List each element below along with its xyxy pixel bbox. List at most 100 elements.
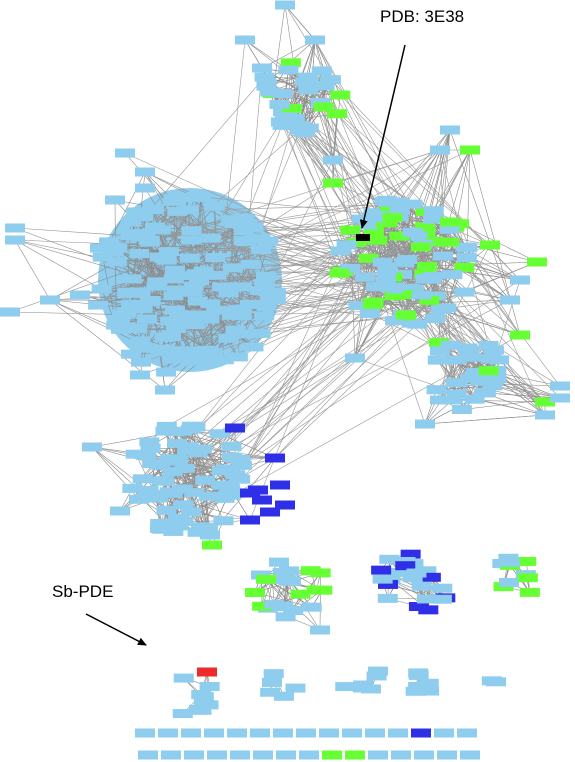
node bbox=[131, 357, 152, 367]
node bbox=[206, 305, 227, 315]
edge bbox=[232, 267, 359, 306]
node bbox=[164, 194, 185, 204]
node bbox=[402, 573, 423, 583]
node bbox=[165, 427, 186, 437]
node bbox=[254, 72, 275, 82]
node bbox=[82, 442, 102, 452]
node bbox=[384, 291, 405, 301]
node bbox=[156, 421, 177, 431]
node bbox=[376, 269, 397, 279]
node bbox=[432, 583, 453, 593]
node bbox=[240, 515, 260, 525]
node bbox=[362, 213, 383, 223]
node bbox=[330, 246, 351, 256]
node bbox=[256, 78, 277, 88]
node bbox=[122, 483, 143, 493]
node bbox=[269, 99, 290, 109]
node bbox=[158, 728, 178, 738]
node bbox=[405, 686, 426, 696]
edge bbox=[228, 299, 511, 339]
node bbox=[151, 476, 172, 486]
node bbox=[233, 236, 254, 246]
edge bbox=[239, 244, 347, 480]
node bbox=[215, 464, 236, 474]
node bbox=[164, 265, 185, 275]
node bbox=[5, 235, 25, 245]
node bbox=[199, 682, 220, 692]
node bbox=[130, 370, 150, 380]
node bbox=[277, 112, 298, 122]
node bbox=[382, 212, 403, 222]
node bbox=[510, 330, 530, 340]
node bbox=[402, 227, 423, 237]
node bbox=[198, 345, 219, 355]
node bbox=[138, 235, 159, 245]
node bbox=[243, 342, 264, 352]
node bbox=[172, 709, 193, 719]
node bbox=[385, 316, 406, 326]
node bbox=[245, 588, 266, 598]
edge bbox=[294, 118, 347, 246]
node bbox=[419, 686, 440, 696]
node bbox=[319, 728, 339, 738]
node bbox=[190, 522, 211, 532]
node bbox=[273, 691, 294, 701]
edge bbox=[449, 129, 511, 301]
node bbox=[270, 480, 290, 490]
edge bbox=[261, 39, 316, 69]
node bbox=[365, 728, 385, 738]
node bbox=[115, 148, 135, 158]
edge bbox=[437, 359, 457, 395]
node bbox=[200, 233, 221, 243]
node bbox=[457, 243, 478, 253]
edge bbox=[244, 39, 306, 83]
node bbox=[402, 199, 423, 209]
node bbox=[218, 288, 239, 298]
node bbox=[126, 207, 147, 217]
node bbox=[419, 295, 440, 305]
edge bbox=[230, 219, 243, 287]
node bbox=[416, 594, 437, 604]
edge bbox=[113, 251, 193, 361]
node bbox=[135, 450, 156, 460]
node bbox=[430, 145, 450, 155]
node bbox=[389, 197, 410, 207]
node bbox=[395, 310, 416, 320]
node bbox=[440, 340, 461, 350]
node bbox=[165, 305, 185, 315]
node bbox=[384, 282, 405, 292]
node bbox=[418, 605, 439, 615]
node bbox=[240, 259, 261, 269]
node bbox=[363, 227, 384, 237]
node bbox=[432, 251, 453, 261]
edge bbox=[299, 125, 369, 226]
node bbox=[180, 507, 201, 517]
node bbox=[167, 438, 188, 448]
node bbox=[225, 423, 245, 433]
edge bbox=[199, 280, 377, 287]
node bbox=[174, 463, 195, 473]
node bbox=[446, 389, 467, 399]
node bbox=[231, 304, 252, 314]
node bbox=[156, 255, 177, 265]
node bbox=[213, 355, 234, 365]
node bbox=[204, 728, 224, 738]
node bbox=[156, 505, 177, 515]
node bbox=[231, 282, 252, 292]
edge bbox=[241, 206, 391, 466]
node bbox=[377, 593, 398, 603]
node bbox=[375, 218, 396, 228]
node bbox=[195, 475, 216, 485]
node bbox=[480, 240, 500, 250]
node bbox=[451, 405, 472, 415]
edge bbox=[153, 209, 395, 297]
node bbox=[300, 81, 321, 91]
node bbox=[166, 454, 187, 464]
node bbox=[345, 353, 365, 363]
node bbox=[283, 606, 304, 616]
edge bbox=[435, 241, 521, 281]
node bbox=[200, 530, 220, 540]
node bbox=[135, 183, 155, 193]
node bbox=[348, 301, 369, 311]
edge bbox=[216, 39, 246, 311]
